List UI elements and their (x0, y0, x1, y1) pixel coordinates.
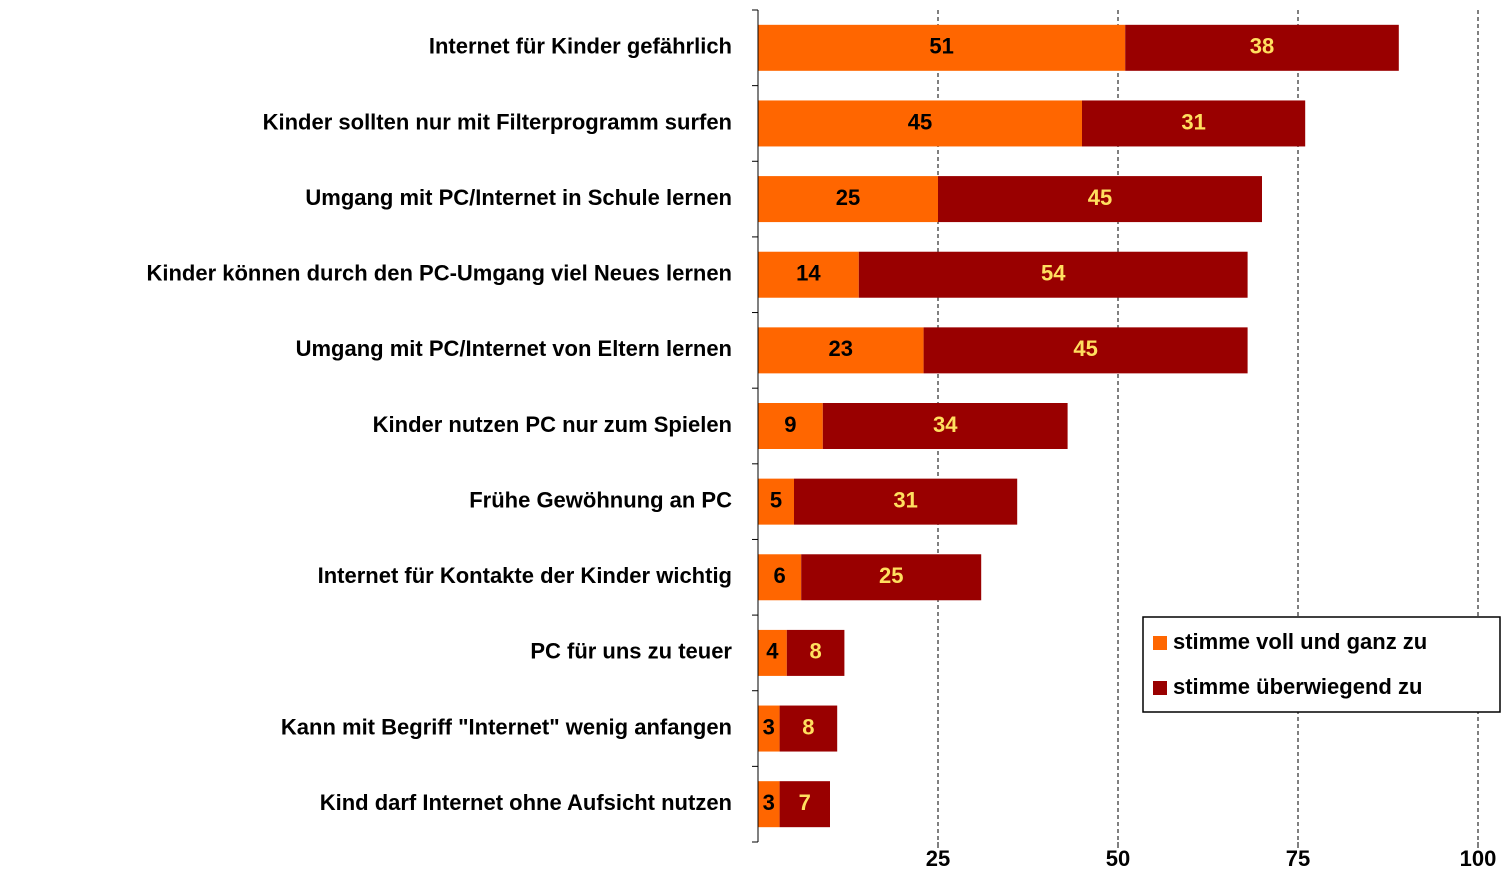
data-label: 51 (929, 34, 953, 59)
data-label: 34 (933, 412, 958, 437)
x-tick-label: 25 (926, 846, 950, 871)
y-tick-label: Frühe Gewöhnung an PC (469, 487, 732, 512)
bar (758, 554, 802, 601)
bar (758, 100, 1082, 147)
legend-swatch (1153, 681, 1167, 695)
bar (822, 403, 1068, 449)
data-label: 3 (763, 790, 775, 815)
bar (758, 327, 924, 374)
y-tick-label: Kinder können durch den PC-Umgang viel N… (146, 261, 732, 286)
data-label: 45 (1073, 336, 1097, 361)
x-tick-label: 50 (1106, 846, 1130, 871)
data-label: 54 (1041, 261, 1066, 286)
legend-box (1142, 616, 1501, 713)
data-label: 25 (879, 563, 903, 588)
bar (938, 176, 1262, 223)
bar (786, 629, 845, 676)
data-label: 25 (836, 185, 860, 210)
bar (758, 251, 859, 298)
y-tick-label: Kinder sollten nur mit Filterprogramm su… (263, 109, 732, 134)
bar (794, 478, 1018, 525)
data-label: 5 (770, 487, 782, 512)
y-tick-label: PC für uns zu teuer (530, 639, 732, 664)
legend-label: stimme überwiegend zu (1173, 674, 1422, 699)
y-tick-label: Internet für Kinder gefährlich (429, 34, 732, 59)
x-tick-label: 75 (1286, 846, 1310, 871)
data-label: 7 (799, 790, 811, 815)
data-label: 31 (1181, 109, 1205, 134)
bar (758, 24, 1126, 71)
bar (779, 705, 838, 752)
bar (758, 705, 780, 752)
data-label: 31 (893, 487, 917, 512)
bar (758, 176, 938, 223)
y-tick-label: Internet für Kontakte der Kinder wichtig (318, 563, 732, 588)
y-tick-label: Kind darf Internet ohne Aufsicht nutzen (320, 790, 732, 815)
bar (923, 327, 1248, 374)
data-label: 14 (796, 261, 821, 286)
data-label: 45 (1088, 185, 1112, 210)
bar (758, 781, 780, 828)
bar (858, 251, 1248, 298)
data-label: 3 (763, 714, 775, 739)
bar (758, 403, 823, 449)
data-label: 9 (784, 412, 796, 437)
y-tick-label: Kann mit Begriff "Internet" wenig anfang… (281, 714, 732, 739)
legend-label: stimme voll und ganz zu (1173, 629, 1427, 654)
bar (801, 554, 982, 601)
y-tick-label: Umgang mit PC/Internet in Schule lernen (305, 185, 732, 210)
x-tick-label: 100 (1460, 846, 1497, 871)
y-tick-label: Kinder nutzen PC nur zum Spielen (373, 412, 732, 437)
bar (779, 781, 830, 828)
legend-swatch (1153, 636, 1167, 650)
bar (1082, 100, 1306, 147)
bar (758, 629, 787, 676)
data-label: 6 (773, 563, 785, 588)
bar (1125, 24, 1399, 71)
data-label: 23 (829, 336, 853, 361)
data-label: 4 (766, 639, 779, 664)
data-label: 8 (802, 714, 814, 739)
data-label: 45 (908, 109, 932, 134)
bar (758, 478, 794, 525)
y-tick-label: Umgang mit PC/Internet von Eltern lernen (296, 336, 732, 361)
data-label: 38 (1250, 34, 1274, 59)
data-label: 8 (809, 639, 821, 664)
